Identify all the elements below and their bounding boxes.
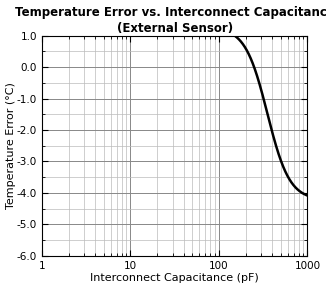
X-axis label: Interconnect Capacitance (pF): Interconnect Capacitance (pF) — [90, 273, 259, 284]
Title: Temperature Error vs. Interconnect Capacitance
(External Sensor): Temperature Error vs. Interconnect Capac… — [15, 5, 326, 35]
Y-axis label: Temperature Error (°C): Temperature Error (°C) — [6, 82, 16, 209]
